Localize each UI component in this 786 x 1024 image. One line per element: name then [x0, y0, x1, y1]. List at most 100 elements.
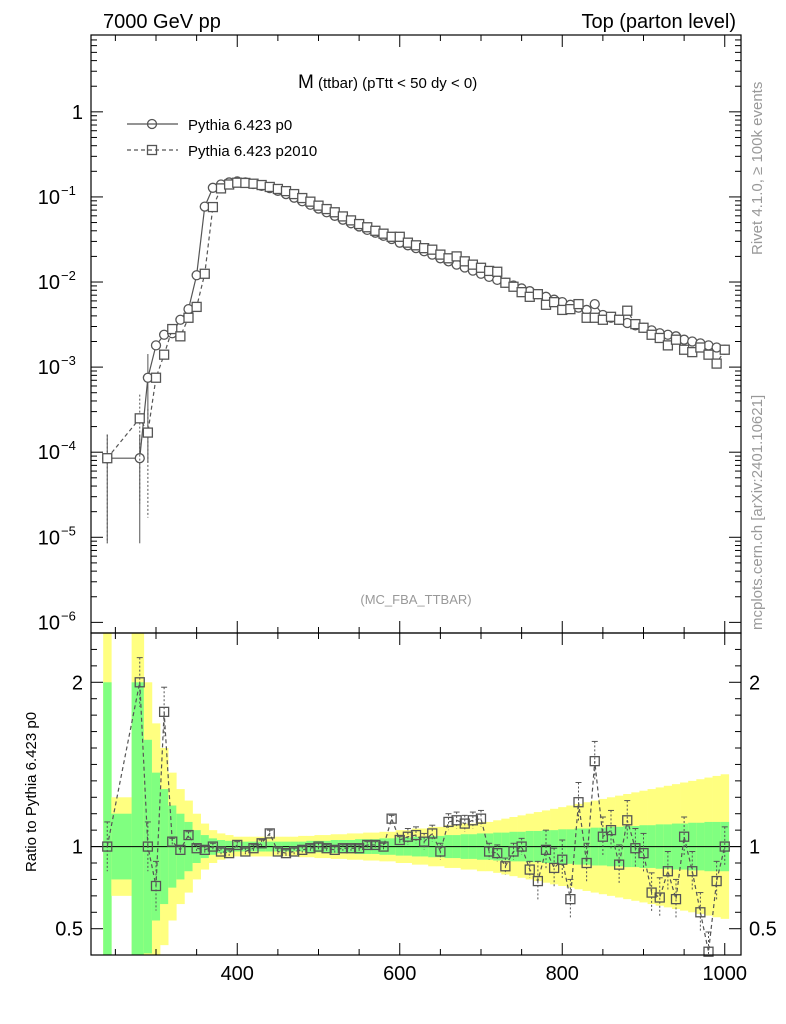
ratio-uncertainty-bands	[103, 633, 730, 955]
ratio-point-square	[589, 755, 600, 767]
x-tick-label: 800	[546, 963, 579, 985]
ratio-point-square	[191, 843, 202, 854]
y-tick-label: 10	[38, 187, 60, 209]
header-right: Top (parton level)	[581, 11, 736, 33]
y-tick-exponent: −2	[61, 268, 76, 283]
ratio-point-square	[613, 859, 625, 870]
legend-label-p2010: Pythia 6.423 p2010	[188, 143, 317, 160]
data-point-square	[207, 201, 219, 213]
ratio-point-square	[638, 847, 649, 859]
ratio-point-square	[654, 892, 665, 903]
data-point-square	[670, 334, 682, 345]
ratio-point-square	[719, 841, 730, 852]
data-point-square	[142, 427, 154, 438]
ratio-point-square	[475, 813, 487, 824]
ratio-point-square	[451, 815, 462, 826]
ratio-point-square	[597, 831, 609, 842]
data-point-square	[175, 331, 186, 342]
ratio-point-square	[695, 907, 706, 918]
ratio-point-square	[329, 844, 340, 856]
data-point-square	[183, 312, 194, 323]
ratio-point-square	[370, 839, 381, 851]
ratio-point-square	[313, 841, 324, 852]
ratio-point-square	[548, 862, 560, 874]
data-point-square	[719, 344, 730, 355]
ratio-point-square	[605, 824, 617, 836]
data-point-square	[102, 453, 113, 464]
ratio-point-square	[199, 844, 210, 856]
data-point-square	[191, 301, 202, 313]
ratio-point-square	[500, 861, 511, 872]
data-point-square	[199, 268, 210, 279]
ratio-point-square	[240, 846, 251, 857]
y-tick-label: 10	[38, 272, 60, 294]
ratio-point-square	[670, 893, 682, 905]
ratio-point-square	[532, 875, 544, 887]
y-tick-label: 10	[38, 357, 60, 379]
ratio-point-square	[524, 864, 535, 875]
y-tick-label: 10	[38, 442, 60, 464]
legend-label-p0: Pythia 6.423 p0	[188, 117, 292, 134]
y-tick-label: 10	[38, 527, 60, 549]
ratio-point-square	[232, 839, 243, 851]
x-tick-label: 1000	[703, 963, 748, 985]
legend-square-marker	[146, 144, 158, 156]
data-point-square	[654, 332, 665, 344]
ratio-point-square	[703, 946, 714, 957]
data-point-square	[695, 342, 706, 353]
ratio-point-square	[158, 706, 170, 718]
data-point-square	[492, 266, 503, 277]
source-label: mcplots.cern.ch [arXiv:2401.10621]	[749, 395, 766, 630]
ratio-y-tick-label: 1	[72, 837, 83, 859]
data-point-square	[394, 231, 405, 242]
ratio-point-square	[443, 816, 454, 828]
data-point-circle	[150, 340, 162, 351]
plot-title-main: M	[298, 72, 314, 93]
legend-entry-p0: Pythia 6.423 p0	[127, 117, 292, 134]
data-point-square	[662, 340, 674, 351]
ratio-point-square	[305, 843, 316, 854]
ratio-series-line	[106, 682, 726, 952]
ratio-point-square	[418, 836, 430, 847]
ratio-point-square	[402, 831, 414, 842]
ratio-point-square	[687, 866, 698, 877]
ratio-point-square	[410, 829, 422, 841]
ratio-point-square	[345, 843, 357, 854]
ratio-point-square	[142, 841, 154, 852]
ratio-point-square	[622, 815, 633, 826]
ratio-panel-axes: 0.5 0.5 1 1 2 2 400 600 800 1000	[55, 648, 777, 985]
main-panel-axes: 110−110−210−310−410−510−6	[38, 35, 741, 955]
y-tick-label: 10	[38, 612, 60, 634]
data-point-square	[703, 349, 714, 360]
y-tick-exponent: −3	[61, 353, 76, 368]
band-green	[131, 682, 145, 955]
data-point-circle	[589, 298, 600, 310]
data-point-square	[613, 314, 625, 325]
ratio-point-square	[288, 846, 300, 857]
ratio-point-square	[353, 843, 365, 854]
ratio-y-tick-label-right: 0.5	[749, 919, 777, 941]
data-point-square	[150, 372, 162, 383]
data-point-square	[548, 296, 560, 308]
ratio-point-square	[492, 847, 503, 859]
ratio-point-square	[150, 880, 162, 892]
ratio-point-square	[662, 866, 674, 877]
ratio-point-square	[272, 846, 284, 857]
ratio-panel-frame	[90, 632, 742, 956]
ratio-point-square	[134, 677, 145, 688]
ratio-point-square	[540, 844, 552, 856]
ratio-point-square	[459, 818, 470, 829]
plot-title-sub: (ttbar) (pTtt < 50 dy < 0)	[318, 75, 477, 92]
rivet-version-label: Rivet 4.1.0, ≥ 100k events	[749, 82, 766, 255]
ratio-point-square	[557, 854, 568, 865]
ratio-point-square	[581, 857, 592, 869]
panel-frames	[90, 34, 742, 956]
ratio-point-square	[362, 839, 373, 851]
x-tick-label: 400	[221, 963, 254, 985]
ratio-point-square	[215, 846, 227, 857]
data-point-square	[622, 305, 633, 316]
ratio-point-square	[386, 813, 397, 824]
ratio-point-square	[175, 844, 186, 856]
y-tick-label: 1	[72, 102, 83, 124]
data-point-square	[573, 298, 584, 310]
